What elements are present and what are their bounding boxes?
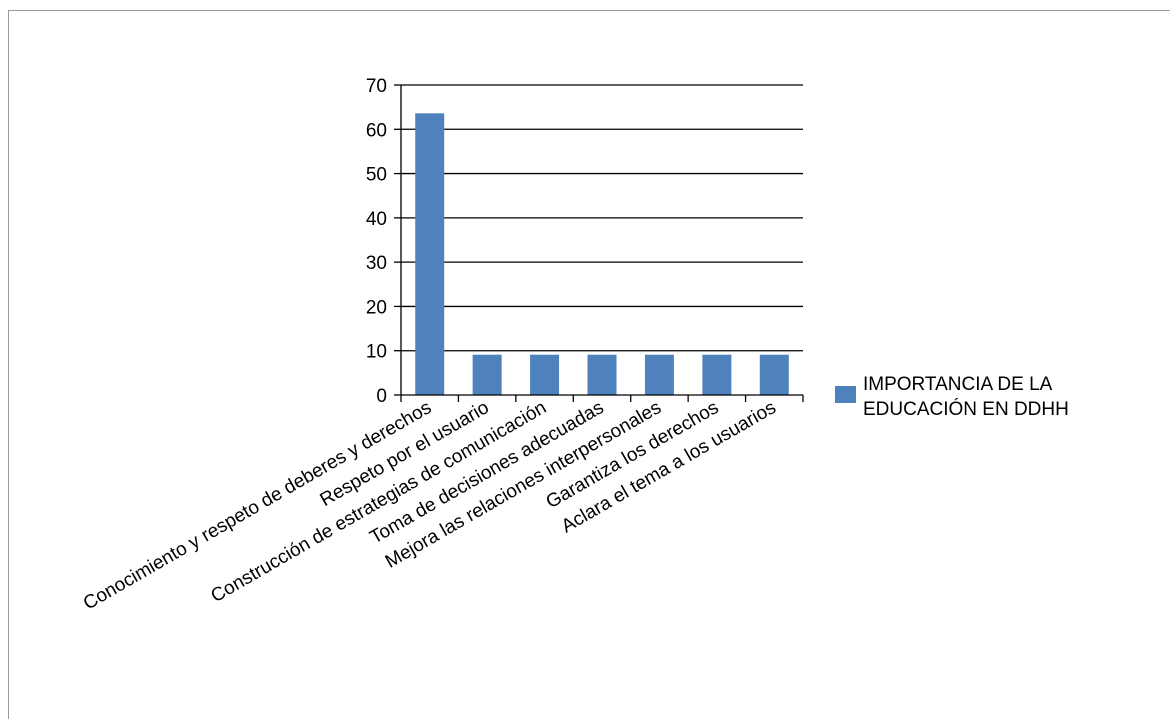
axes [400, 85, 804, 402]
y-tick-label: 10 [366, 342, 387, 363]
y-tick-label: 30 [366, 253, 387, 274]
y-tick-label: 0 [376, 386, 387, 407]
chart-frame [8, 10, 1170, 719]
x-tick-labels: Conocimiento y respeto de deberes y dere… [80, 397, 780, 614]
legend-label-line-2: EDUCACIÓN EN DDHH [863, 398, 1069, 420]
y-tick-label: 50 [366, 165, 387, 186]
y-tick-labels: 0 10 20 30 40 50 60 70 [366, 76, 387, 407]
bar [644, 354, 674, 395]
bar [759, 354, 789, 395]
legend-swatch [835, 386, 856, 403]
bars [415, 113, 789, 395]
bar [530, 354, 560, 395]
legend: IMPORTANCIA DE LA EDUCACIÓN EN DDHH [835, 374, 1069, 420]
y-tick-label: 20 [366, 297, 387, 318]
bar [702, 354, 732, 395]
y-tick-label: 70 [366, 76, 387, 97]
bar [472, 354, 502, 395]
y-tick-label: 40 [366, 209, 387, 230]
gridlines [394, 84, 803, 396]
legend-label-line-1: IMPORTANCIA DE LA [863, 374, 1053, 395]
bar [415, 113, 445, 395]
bar [587, 354, 617, 395]
y-tick-label: 60 [366, 120, 387, 141]
